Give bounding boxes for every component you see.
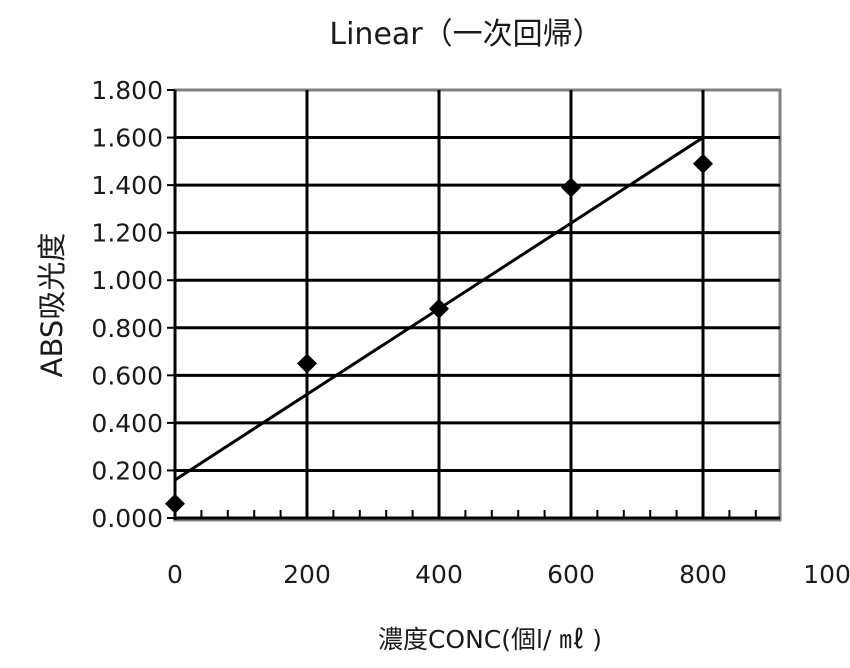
x-tick-label: 400 [415, 560, 463, 589]
data-point [561, 177, 581, 198]
x-tick-label: 0 [167, 560, 183, 589]
y-axis-label: ABS吸光度 [35, 233, 69, 378]
x-tick-label: 200 [283, 560, 331, 589]
chart-title: Linear（一次回帰） [329, 17, 602, 52]
y-tick-label: 0.800 [91, 314, 163, 343]
y-tick-label: 1.600 [91, 124, 163, 153]
data-points [165, 153, 713, 514]
y-gridlines [167, 89, 780, 519]
y-tick-label: 1.200 [91, 219, 163, 248]
y-tick-label: 0.200 [91, 456, 163, 485]
x-tick-label: 800 [679, 560, 727, 589]
x-tick-labels: 0 200 400 600 800 1000 [167, 560, 850, 589]
y-tick-labels: 0.000 0.200 0.400 0.600 0.800 1.000 1.200 1.400… [91, 76, 163, 533]
y-tick-label: 0.600 [91, 361, 163, 390]
y-tick-label: 0.400 [91, 409, 163, 438]
y-tick-label: 0.000 [91, 504, 163, 533]
data-point [693, 153, 713, 174]
data-point [165, 493, 185, 514]
data-point [429, 298, 449, 319]
x-tick-label: 600 [547, 560, 595, 589]
y-tick-label: 1.400 [91, 171, 163, 200]
plot-area [173, 88, 782, 522]
x-axis-label: 濃度CONC(個l/ ㎖ ) [378, 625, 602, 654]
data-point [297, 353, 317, 374]
y-tick-label: 1.000 [91, 266, 163, 295]
x-tick-label: 1000 [803, 560, 850, 589]
y-tick-label: 1.800 [91, 76, 163, 105]
